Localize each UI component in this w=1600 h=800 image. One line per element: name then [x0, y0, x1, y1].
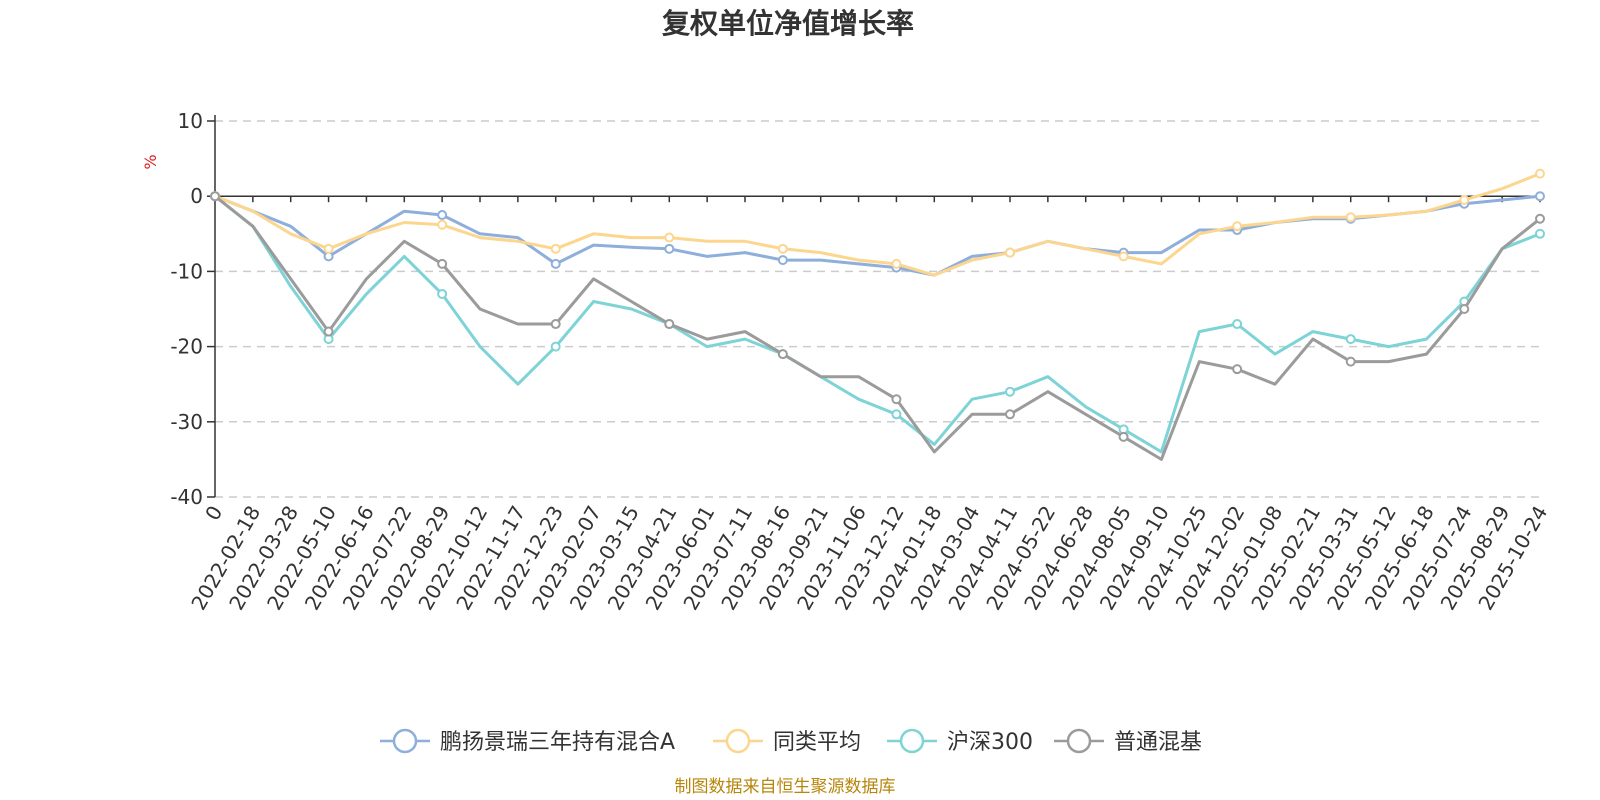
series-point-2 [1535, 228, 1545, 239]
grid-lines [215, 120, 1540, 498]
series-point-3 [891, 394, 902, 405]
series-point-2 [437, 288, 448, 299]
series-point-1 [1459, 194, 1470, 205]
series-point-3 [1535, 213, 1545, 224]
y-axis-unit: % [141, 154, 160, 169]
axes: 100-10-20-30-4002022-02-182022-03-282022… [170, 109, 1552, 614]
series-point-3 [1459, 304, 1470, 314]
series-point-2 [1005, 386, 1015, 397]
legend[interactable]: 鹏扬景瑞三年持有混合A 同类平均 沪深300 普通混基 [380, 728, 1202, 755]
series-point-2 [891, 409, 902, 420]
legend-item-3[interactable]: 普通混基 [1054, 728, 1202, 755]
series-point-1 [550, 243, 561, 254]
series-point-1 [1005, 247, 1015, 258]
x-tick-label: 0 [200, 502, 227, 525]
series-point-3 [550, 319, 561, 330]
legend-circle-icon [899, 728, 925, 754]
series-point-0 [437, 210, 448, 220]
series-point-3 [210, 191, 220, 202]
series-line-2 [214, 195, 1541, 454]
y-tick-label: -10 [170, 259, 203, 283]
series-point-0 [1535, 191, 1545, 202]
series-point-3 [664, 319, 675, 330]
legend-item-1[interactable]: 同类平均 [713, 728, 861, 755]
series-line-3 [214, 195, 1541, 461]
series-point-2 [550, 341, 561, 352]
legend-label: 鹏扬景瑞三年持有混合A [440, 730, 675, 755]
legend-item-2[interactable]: 沪深300 [887, 728, 1033, 755]
series-point-1 [1535, 168, 1545, 179]
data-source-note: 制图数据来自恒生聚源数据库 [675, 777, 896, 797]
y-tick-label: -20 [170, 335, 203, 359]
series-point-1 [1232, 221, 1243, 232]
series-lines [210, 168, 1545, 461]
series-point-1 [777, 243, 788, 254]
series-point-0 [550, 258, 561, 269]
series-point-3 [1005, 409, 1015, 420]
series-point-1 [437, 219, 448, 230]
legend-label: 沪深300 [947, 730, 1033, 755]
y-tick-label: 0 [190, 184, 203, 208]
series-point-1 [323, 243, 334, 254]
series-point-2 [1345, 334, 1356, 345]
legend-circle-icon [725, 728, 751, 754]
chart-title: 复权单位净值增长率 [662, 7, 914, 40]
y-tick-label: -40 [170, 485, 203, 509]
series-point-3 [1118, 431, 1129, 442]
series-point-1 [1345, 212, 1356, 223]
series-point-3 [777, 349, 788, 360]
y-tick-label: -30 [170, 410, 203, 434]
series-point-2 [1232, 319, 1243, 330]
series-point-3 [437, 258, 448, 269]
series-point-3 [323, 326, 334, 337]
y-tick-label: 10 [178, 109, 203, 133]
series-point-1 [664, 232, 675, 243]
series-point-1 [891, 258, 902, 269]
legend-label: 同类平均 [773, 730, 861, 755]
series-point-3 [1232, 364, 1243, 375]
series-point-3 [1345, 356, 1356, 367]
legend-circle-icon [1066, 728, 1092, 754]
series-point-1 [1118, 251, 1129, 262]
legend-item-0[interactable]: 鹏扬景瑞三年持有混合A [380, 728, 675, 755]
legend-label: 普通混基 [1114, 730, 1202, 755]
series-line-1 [214, 172, 1541, 277]
series-point-0 [777, 255, 788, 266]
legend-circle-icon [392, 728, 418, 754]
series-point-0 [664, 243, 675, 254]
